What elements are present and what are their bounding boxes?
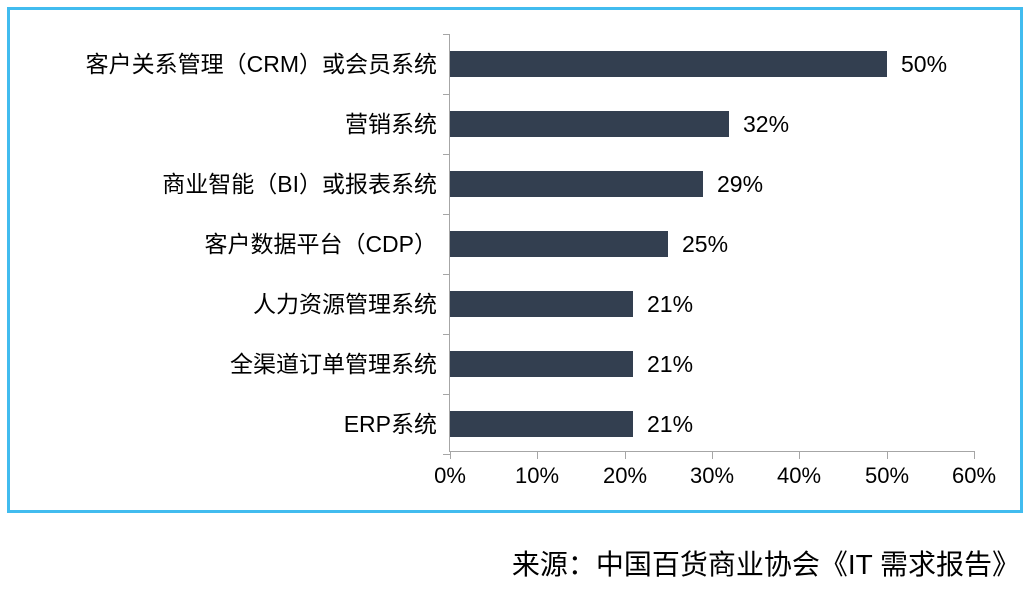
category-label: 全渠道订单管理系统 [230,351,437,377]
value-label: 21% [647,351,694,377]
x-axis-tick-label: 40% [776,463,822,488]
x-axis-tick-label: 10% [514,463,560,488]
category-label: 营销系统 [345,111,437,137]
y-axis-tick [443,94,450,95]
x-axis-tick [799,451,800,459]
bar [450,51,887,77]
x-axis-tick [450,451,451,459]
y-axis-tick [443,34,450,35]
value-label: 25% [682,231,729,257]
y-axis-tick [443,274,450,275]
value-label: 32% [743,111,790,137]
x-axis-tick [887,451,888,459]
category-label: 客户数据平台（CDP） [204,231,437,257]
y-axis-tick [443,454,450,455]
y-axis-line [449,34,450,452]
x-axis-tick [537,451,538,459]
value-label: 29% [717,171,764,197]
value-label: 50% [901,51,948,77]
y-axis-tick [443,394,450,395]
x-axis-tick-label: 50% [864,463,910,488]
bar [450,291,633,317]
bar [450,411,633,437]
value-label: 21% [647,291,694,317]
x-axis-tick-label: 60% [951,463,997,488]
x-axis-tick-label: 0% [434,463,466,488]
value-label: 21% [647,411,694,437]
category-label: 客户关系管理（CRM）或会员系统 [85,51,437,77]
y-axis-tick [443,154,450,155]
bar [450,231,668,257]
y-axis-tick [443,334,450,335]
bar [450,171,703,197]
x-axis-tick-label: 30% [689,463,735,488]
category-label: 商业智能（BI）或报表系统 [162,171,437,197]
x-axis-tick [712,451,713,459]
category-label: 人力资源管理系统 [253,291,437,317]
x-axis-tick-label: 20% [602,463,648,488]
y-axis-tick [443,214,450,215]
bar [450,111,729,137]
x-axis-tick [625,451,626,459]
x-axis-tick [974,451,975,459]
category-label: ERP系统 [343,411,437,437]
bar [450,351,633,377]
source-caption: 来源：中国百货商业协会《IT 需求报告》 [511,549,1020,580]
